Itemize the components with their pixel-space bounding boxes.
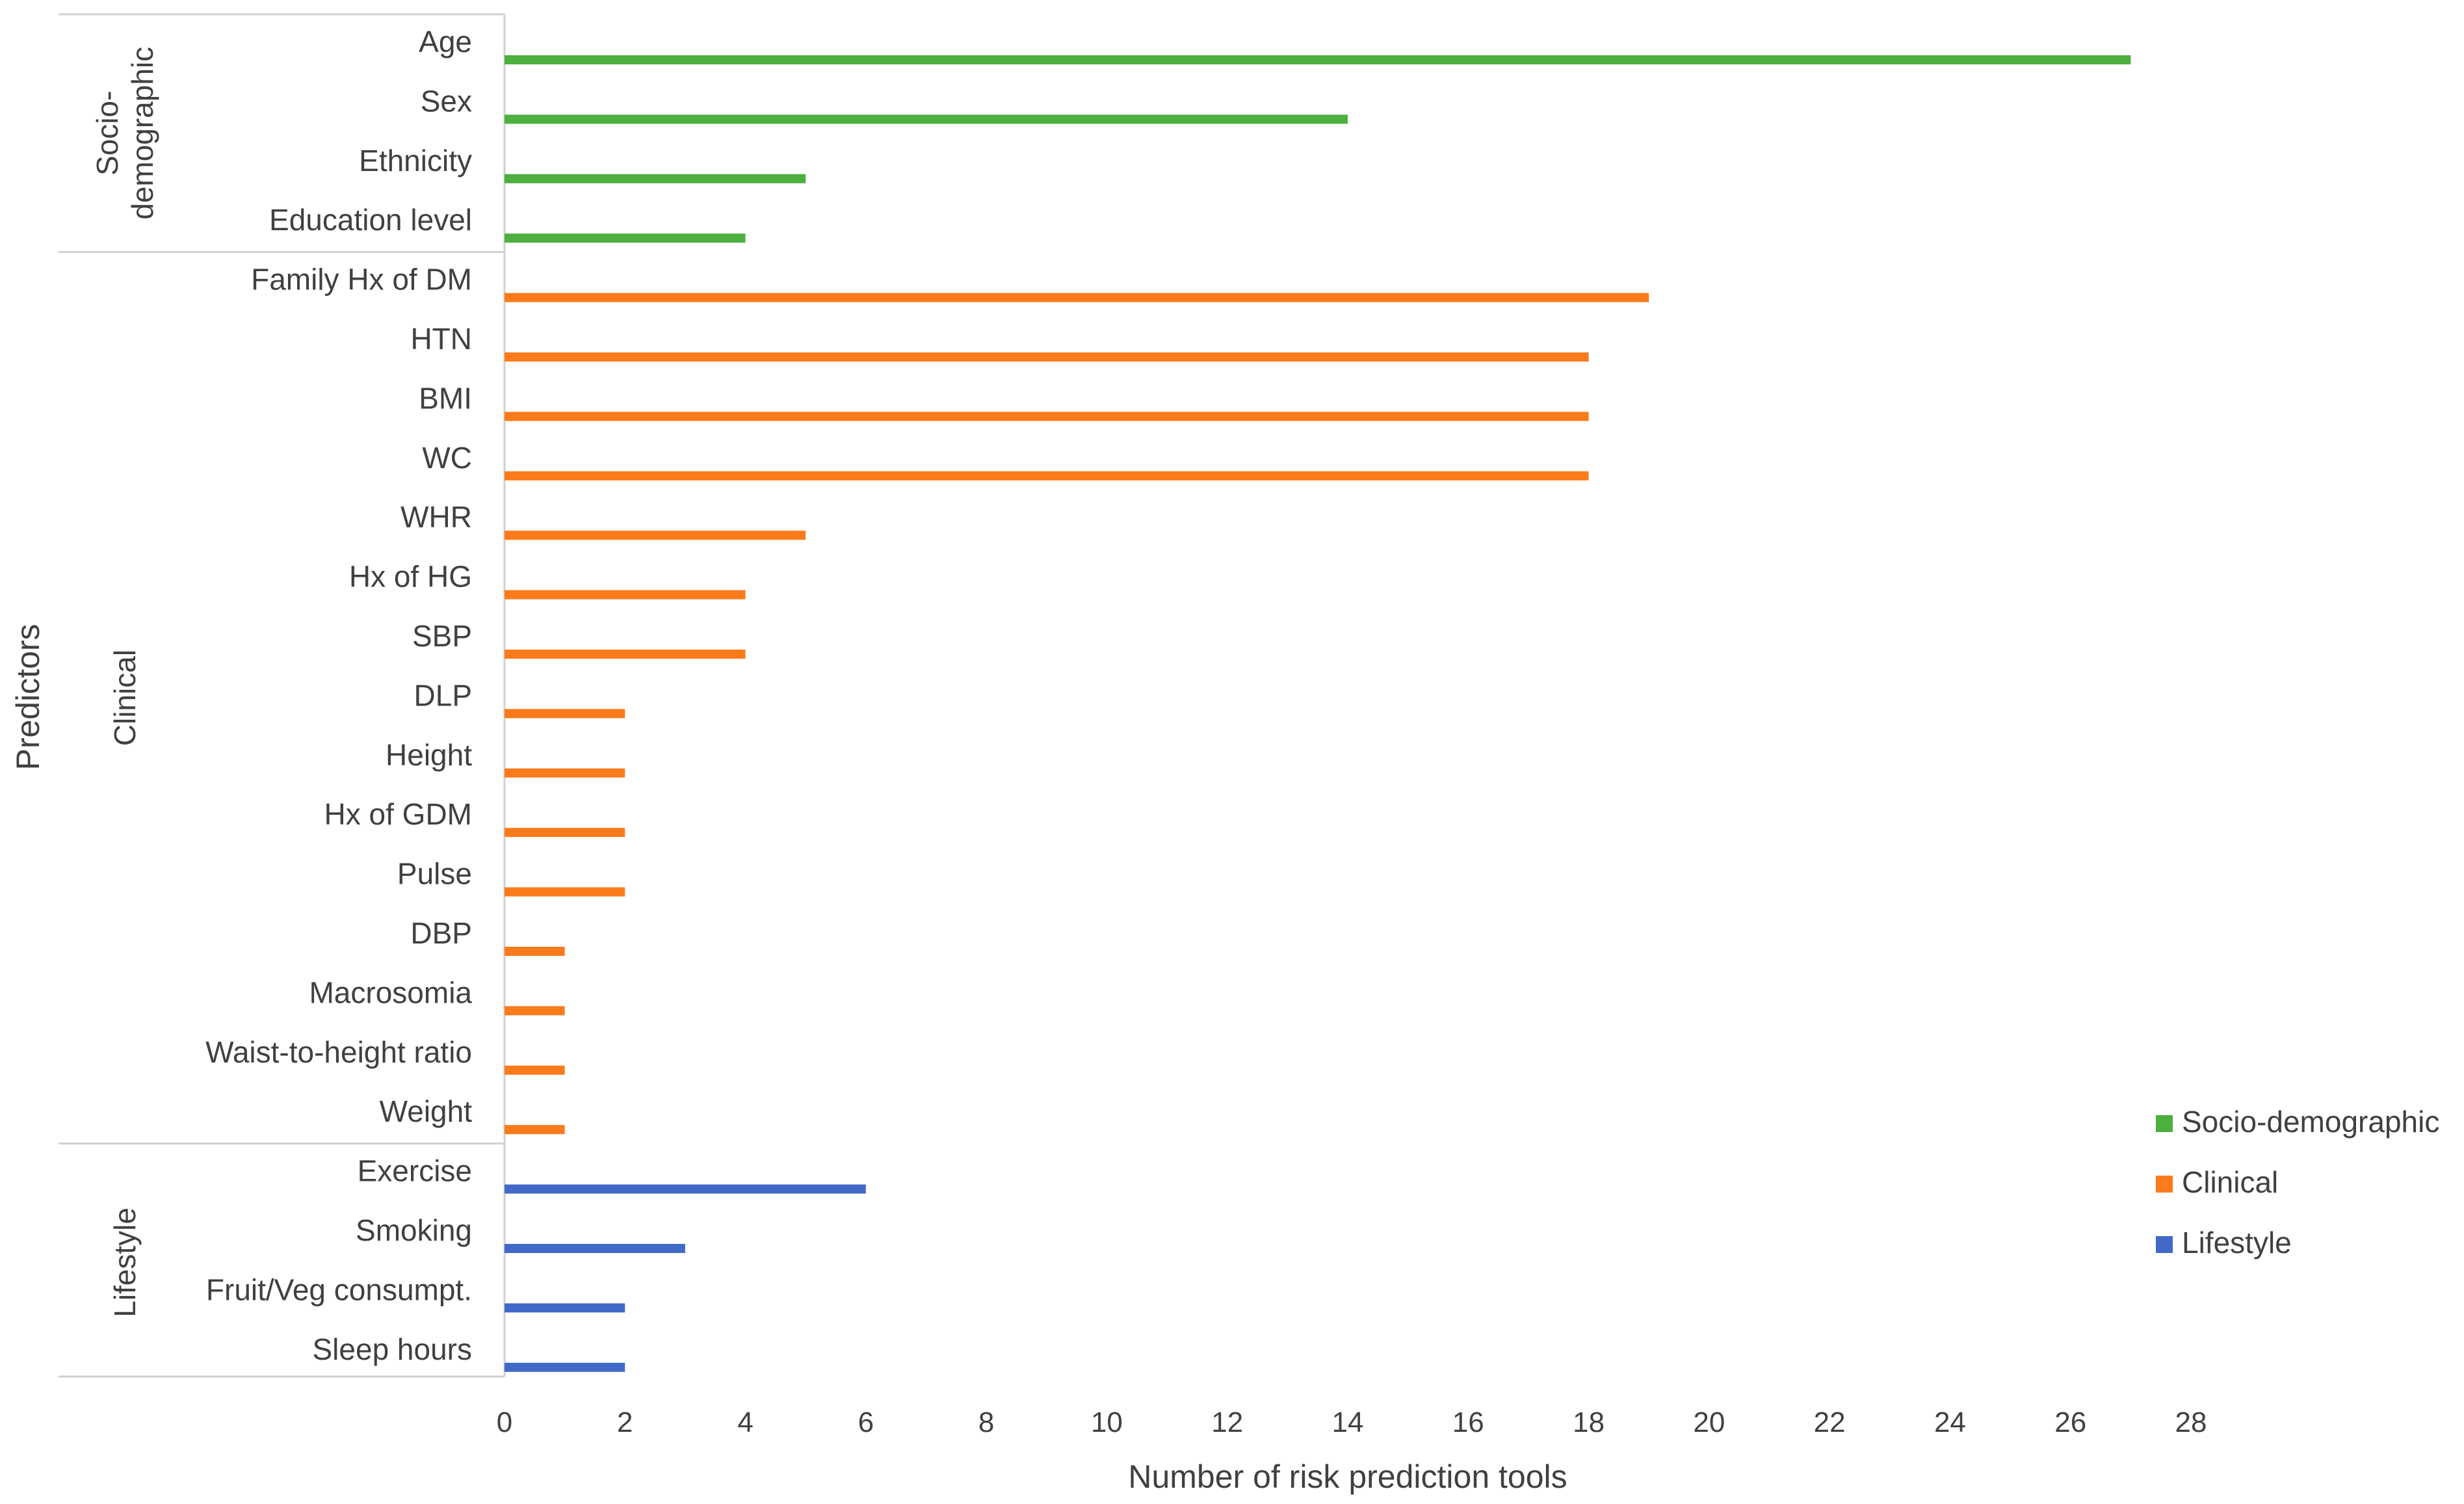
x-tick-18: 18: [1573, 1406, 1605, 1438]
category-label-fruit-veg-consumpt: Fruit/Veg consumpt.: [206, 1273, 472, 1306]
category-label-sleep-hours: Sleep hours: [313, 1332, 473, 1366]
category-labels: Age Sex Ethnicity Education level Family Hx …: [205, 25, 472, 1366]
category-label-hx-of-gdm: Hx of GDM: [324, 797, 472, 831]
bar-hx-of-hg: [505, 590, 746, 600]
legend-swatch-socio-demographic: [2156, 1115, 2173, 1132]
bar-height: [505, 768, 625, 778]
category-label-hx-of-hg: Hx of HG: [349, 560, 472, 594]
category-label-waist-to-height-ratio: Waist-to-height ratio: [205, 1035, 472, 1069]
category-label-dbp: DBP: [410, 916, 472, 950]
category-label-weight: Weight: [380, 1094, 473, 1128]
legend-swatch-clinical: [2156, 1176, 2173, 1193]
bar-age: [505, 55, 2131, 64]
bar-dbp: [505, 947, 565, 956]
group-label-socio-demographic-line-2: demographic: [125, 47, 159, 220]
bar-whr: [505, 531, 806, 540]
bar-dlp: [505, 709, 625, 719]
bar-exercise: [505, 1184, 866, 1194]
bar-family-hx-of-dm: [505, 293, 1649, 302]
bar-sbp: [505, 650, 746, 659]
category-label-whr: WHR: [400, 500, 472, 534]
legend-swatch-lifestyle: [2156, 1236, 2173, 1253]
x-tick-14: 14: [1332, 1406, 1364, 1438]
x-tick-12: 12: [1211, 1406, 1243, 1438]
category-label-htn: HTN: [410, 322, 472, 356]
legend-label-socio-demographic: Socio-demographic: [2182, 1105, 2439, 1139]
category-label-ethnicity: Ethnicity: [359, 144, 472, 178]
legend: Socio-demographic Clinical Lifestyle: [2156, 1105, 2439, 1260]
x-axis-label: Number of risk prediction tools: [1128, 1458, 1567, 1495]
y-axis-label: Predictors: [10, 624, 46, 770]
bar-hx-of-gdm: [505, 828, 625, 838]
legend-label-lifestyle: Lifestyle: [2182, 1226, 2292, 1260]
x-tick-6: 6: [858, 1406, 874, 1438]
group-label-clinical: Clinical: [108, 650, 142, 746]
bar-bmi: [505, 412, 1589, 421]
category-label-exercise: Exercise: [358, 1154, 472, 1188]
bar-pulse: [505, 887, 625, 897]
x-tick-28: 28: [2175, 1406, 2207, 1438]
x-tick-20: 20: [1693, 1406, 1725, 1438]
group-labels: Socio-demographic Clinical Lifestyle: [90, 47, 159, 1317]
category-label-education-level: Education level: [269, 203, 472, 237]
category-label-height: Height: [386, 738, 472, 772]
bar-weight: [505, 1125, 565, 1135]
group-label-lifestyle: Lifestyle: [108, 1207, 142, 1317]
x-tick-2: 2: [617, 1406, 633, 1438]
bar-htn: [505, 352, 1589, 362]
x-tick-8: 8: [978, 1406, 994, 1438]
x-tick-24: 24: [1934, 1406, 1966, 1438]
bar-smoking: [505, 1244, 685, 1253]
category-label-macrosomia: Macrosomia: [309, 975, 472, 1009]
x-tick-22: 22: [1814, 1406, 1846, 1438]
group-label-socio-demographic-line-1: Socio-: [90, 91, 124, 176]
category-label-dlp: DLP: [414, 678, 472, 712]
x-tick-10: 10: [1091, 1406, 1123, 1438]
bar-wc: [505, 471, 1589, 481]
category-label-smoking: Smoking: [356, 1213, 472, 1247]
bar-macrosomia: [505, 1006, 565, 1016]
bars: [505, 55, 2131, 1372]
bar-sleep-hours: [505, 1362, 625, 1372]
x-tick-0: 0: [497, 1406, 512, 1438]
x-tick-labels: 0 2 4 6 8 10 12 14 16 18 20 22 24 26 28: [497, 1406, 2207, 1438]
x-tick-16: 16: [1452, 1406, 1484, 1438]
category-label-sbp: SBP: [412, 619, 472, 653]
bar-sex: [505, 114, 1348, 124]
bar-waist-to-height-ratio: [505, 1065, 565, 1075]
legend-label-clinical: Clinical: [2182, 1165, 2278, 1199]
x-tick-26: 26: [2054, 1406, 2086, 1438]
category-label-wc: WC: [422, 441, 472, 475]
bar-education-level: [505, 233, 746, 243]
bar-ethnicity: [505, 174, 806, 183]
category-label-sex: Sex: [421, 84, 472, 118]
bar-fruit-veg-consumpt: [505, 1303, 625, 1313]
category-label-age: Age: [419, 25, 472, 59]
x-tick-4: 4: [737, 1406, 753, 1438]
category-label-pulse: Pulse: [397, 857, 472, 891]
category-label-bmi: BMI: [419, 381, 472, 415]
category-label-family-hx-of-dm: Family Hx of DM: [251, 263, 472, 297]
